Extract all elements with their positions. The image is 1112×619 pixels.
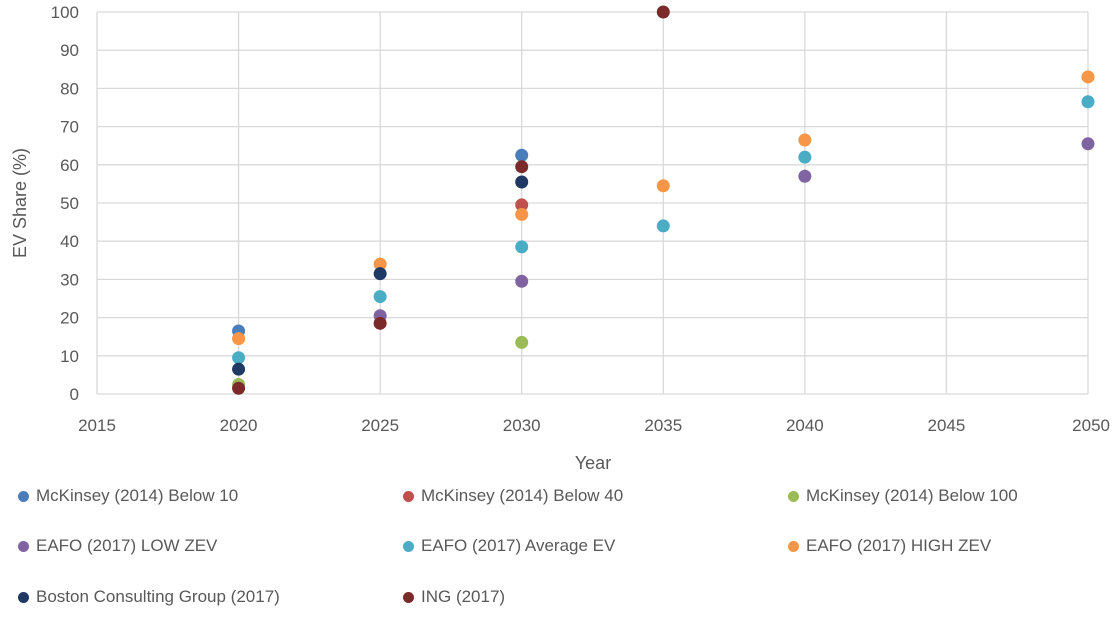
legend-label: ING (2017): [421, 587, 506, 606]
legend-swatch: [18, 490, 29, 502]
data-point: [515, 160, 529, 174]
data-point: [373, 257, 387, 271]
data-point: [656, 179, 670, 193]
data-point: [515, 207, 529, 221]
y-tick-label: 70: [60, 118, 79, 137]
data-points: [232, 5, 1095, 395]
y-tick-label: 90: [60, 41, 79, 60]
legend-label: Boston Consulting Group (2017): [36, 587, 280, 606]
x-tick-label: 2040: [786, 416, 824, 435]
legend-item: EAFO (2017) Average EV: [403, 536, 615, 556]
data-point: [373, 267, 387, 281]
y-tick-label: 60: [60, 156, 79, 175]
data-point: [515, 148, 529, 162]
legend-swatch: [18, 540, 29, 552]
data-point: [1081, 95, 1095, 109]
legend-label: EAFO (2017) HIGH ZEV: [806, 536, 992, 555]
data-point: [373, 290, 387, 304]
data-point: [515, 240, 529, 254]
y-tick-label: 40: [60, 232, 79, 251]
legend-item: McKinsey (2014) Below 40: [403, 486, 623, 506]
legend-label: McKinsey (2014) Below 40: [421, 486, 624, 505]
legend-swatch: [403, 591, 414, 603]
legend-item: EAFO (2017) LOW ZEV: [18, 536, 217, 556]
legend-swatch: [403, 540, 414, 552]
y-tick-label: 80: [60, 79, 79, 98]
legend-label: EAFO (2017) Average EV: [421, 536, 616, 555]
data-point: [515, 198, 529, 212]
data-point: [232, 332, 246, 346]
legend-item: Boston Consulting Group (2017): [18, 587, 280, 607]
data-point: [515, 335, 529, 349]
data-point: [798, 169, 812, 183]
legend-swatch: [403, 490, 414, 502]
legend-label: McKinsey (2014) Below 10: [36, 486, 239, 505]
legend-swatch: [18, 591, 29, 603]
data-point: [232, 381, 246, 395]
y-tick-labels: 0 10 20 30 40 50 60 70 80 90 100: [51, 3, 79, 404]
data-point: [1081, 70, 1095, 84]
x-tick-label: 2025: [361, 416, 399, 435]
legend-swatch: [788, 540, 799, 552]
y-tick-label: 0: [70, 385, 79, 404]
y-tick-label: 10: [60, 347, 79, 366]
data-point: [232, 362, 246, 376]
legend-label: McKinsey (2014) Below 100: [806, 486, 1018, 505]
x-tick-label: 2030: [503, 416, 541, 435]
gridlines: [96, 11, 1089, 395]
legend-swatch: [788, 490, 799, 502]
data-point: [798, 150, 812, 164]
legend-item: EAFO (2017) HIGH ZEV: [788, 536, 991, 556]
data-point: [232, 351, 246, 365]
legend-item: McKinsey (2014) Below 100: [788, 486, 1018, 506]
y-tick-label: 20: [60, 309, 79, 328]
data-point: [656, 219, 670, 233]
data-point: [798, 133, 812, 147]
x-tick-label: 2035: [644, 416, 682, 435]
x-tick-label: 2015: [78, 416, 116, 435]
legend-item: McKinsey (2014) Below 10: [18, 486, 238, 506]
y-tick-label: 100: [51, 3, 79, 22]
data-point: [1081, 137, 1095, 151]
y-tick-label: 30: [60, 270, 79, 289]
x-tick-label: 2045: [928, 416, 966, 435]
legend-item: ING (2017): [403, 587, 505, 607]
data-point: [373, 316, 387, 330]
legend-label: EAFO (2017) LOW ZEV: [36, 536, 218, 555]
x-tick-label: 2050: [1072, 416, 1110, 435]
x-tick-label: 2020: [220, 416, 258, 435]
x-tick-labels: 2015 2020 2025 2030 2035 2040 2045 2050: [78, 416, 1110, 435]
x-axis-title: Year: [575, 453, 611, 473]
y-axis-title: EV Share (%): [10, 148, 30, 258]
data-point: [515, 274, 529, 288]
data-point: [656, 5, 670, 19]
data-point: [515, 175, 529, 189]
y-tick-label: 50: [60, 194, 79, 213]
